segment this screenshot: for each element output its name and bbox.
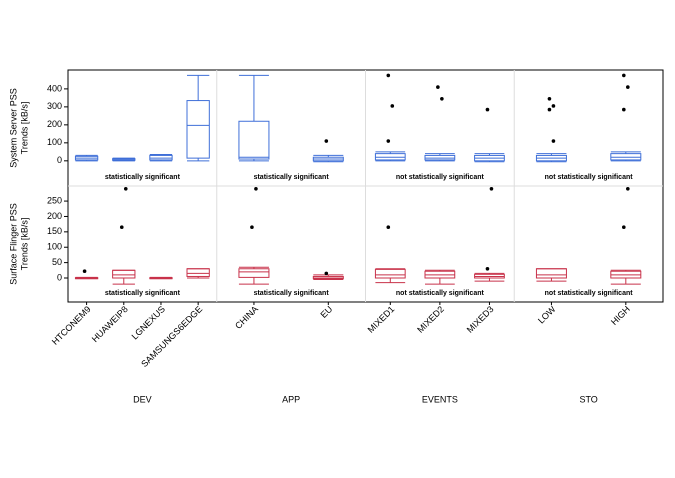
outlier [485, 107, 490, 112]
outlier [254, 186, 258, 191]
group-label: DEV [133, 394, 152, 404]
annotation: not statistically significant [396, 174, 485, 181]
outlier [547, 107, 552, 112]
y-tick-label: 0 [57, 272, 62, 282]
group-label: EVENTS [422, 394, 458, 404]
group-label: APP [282, 394, 300, 404]
outlier [123, 186, 128, 191]
y-tick-label: 100 [47, 137, 62, 147]
outlier [551, 104, 556, 108]
y-tick-label: 400 [47, 83, 62, 93]
y-axis-label: Trends [kB/s] [19, 218, 29, 271]
y-tick-label: 200 [47, 211, 62, 221]
outlier [324, 271, 329, 276]
outlier [622, 107, 626, 112]
annotation: statistically significant [254, 174, 330, 181]
outlier [250, 225, 254, 230]
annotation: not statistically significant [396, 290, 485, 297]
outlier [622, 73, 626, 78]
outlier [485, 266, 490, 271]
outlier [440, 96, 444, 101]
outlier [324, 139, 329, 143]
annotation: statistically significant [105, 174, 181, 181]
box [112, 269, 136, 279]
group-label: STO [579, 394, 597, 404]
annotation: statistically significant [254, 290, 330, 297]
outlier [626, 85, 630, 89]
y-tick-label: 150 [47, 226, 62, 236]
outlier [489, 186, 494, 191]
y-tick-label: 50 [52, 257, 62, 267]
y-axis-label: Trends [kB/s] [19, 102, 29, 155]
box [186, 268, 210, 277]
y-axis-label: Surface Flinger PSS [8, 203, 18, 285]
outlier [547, 96, 552, 101]
box [535, 268, 567, 279]
outlier [551, 139, 556, 143]
outlier [119, 225, 124, 230]
y-tick-label: 300 [47, 101, 62, 111]
y-tick-label: 200 [47, 119, 62, 129]
outlier [386, 139, 391, 143]
y-tick-label: 250 [47, 195, 62, 205]
box [238, 120, 270, 160]
y-tick-label: 0 [57, 155, 62, 165]
annotation: not statistically significant [545, 290, 634, 297]
box [238, 268, 270, 278]
outlier [626, 186, 630, 191]
y-tick-label: 100 [47, 242, 62, 252]
box [374, 268, 406, 279]
outlier [436, 85, 440, 89]
outlier [622, 225, 626, 230]
annotation: not statistically significant [545, 174, 634, 181]
outlier [386, 73, 391, 78]
outlier [386, 225, 391, 230]
outlier [390, 104, 395, 108]
box [186, 100, 210, 159]
annotation: statistically significant [105, 290, 181, 297]
outlier [82, 269, 87, 274]
y-axis-label: System Server PSS [8, 88, 18, 168]
